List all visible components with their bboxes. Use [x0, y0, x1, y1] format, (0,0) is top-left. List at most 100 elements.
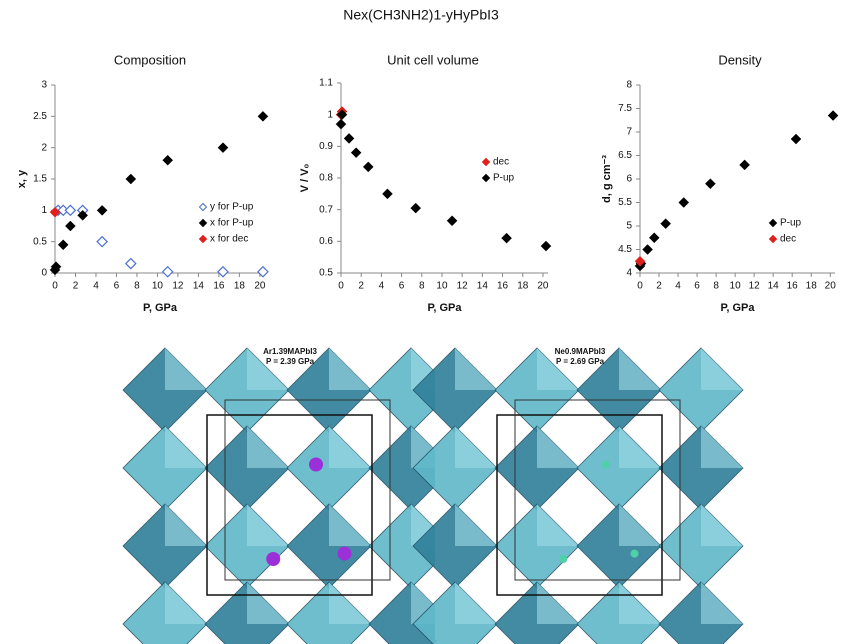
y-tick-label: 5.5 [618, 197, 632, 208]
data-point [411, 203, 421, 213]
data-point [163, 155, 173, 165]
legend-label: dec [780, 234, 796, 245]
data-point [447, 216, 457, 226]
data-point [336, 119, 346, 129]
atom [559, 555, 567, 563]
legend-marker [200, 220, 207, 227]
x-tick-label: 2 [656, 281, 662, 292]
x-tick-label: 2 [358, 281, 364, 292]
figure-title: Nex(CH3NH2)1-yHyPbI3 [343, 7, 499, 23]
x-tick-label: 18 [517, 281, 529, 292]
structure-pressure: P = 2.69 GPa [556, 357, 605, 366]
y-tick-label: 1.1 [319, 78, 333, 89]
chart-title: Unit cell volume [387, 52, 479, 67]
atom [631, 550, 639, 558]
data-point [58, 240, 68, 250]
legend-label: y for P-up [210, 202, 254, 213]
data-point [740, 160, 750, 170]
x-tick-label: 10 [436, 281, 448, 292]
y-tick-label: 1 [41, 205, 47, 216]
octahedron-face [619, 348, 661, 390]
data-point [126, 259, 136, 269]
data-point [344, 133, 354, 143]
x-tick-label: 0 [338, 281, 344, 292]
x-tick-label: 0 [637, 281, 643, 292]
x-tick-label: 10 [152, 281, 164, 292]
x-axis-label: P, GPa [427, 302, 462, 314]
structure-formula: Ne0.9MAPbI3 [555, 347, 606, 356]
x-tick-label: 12 [172, 281, 184, 292]
y-tick-label: 7 [626, 127, 632, 138]
data-point [65, 221, 75, 231]
data-point [351, 148, 361, 158]
x-axis-label: P, GPa [143, 302, 178, 314]
x-tick-label: 20 [537, 281, 549, 292]
y-axis-label: V / V₀ [299, 164, 311, 193]
y-axis-label: x, y [16, 169, 28, 188]
x-tick-label: 20 [254, 281, 266, 292]
y-tick-label: 5 [626, 221, 632, 232]
legend-label: x for dec [210, 234, 248, 245]
x-tick-label: 14 [768, 281, 780, 292]
x-tick-label: 0 [52, 281, 58, 292]
y-tick-label: 0.5 [319, 268, 333, 279]
octahedron-face [701, 504, 743, 546]
data-point [649, 233, 659, 243]
y-tick-label: 0.6 [319, 236, 333, 247]
y-tick-label: 7.5 [618, 103, 632, 114]
octahedron-face [701, 582, 743, 624]
atom [602, 461, 610, 469]
x-tick-label: 16 [497, 281, 509, 292]
x-tick-label: 18 [806, 281, 818, 292]
octahedron-face [329, 348, 371, 390]
x-tick-label: 4 [379, 281, 385, 292]
chart-title: Density [718, 52, 762, 67]
x-tick-label: 6 [114, 281, 120, 292]
legend-marker [770, 220, 777, 227]
data-point [502, 233, 512, 243]
x-tick-label: 12 [749, 281, 761, 292]
y-tick-label: 2 [41, 142, 47, 153]
x-tick-label: 6 [399, 281, 405, 292]
x-tick-label: 10 [730, 281, 742, 292]
legend-marker [483, 175, 490, 182]
data-point [218, 267, 228, 277]
structure-frame [145, 370, 430, 640]
y-tick-label: 0.7 [319, 204, 333, 215]
data-point [679, 198, 689, 208]
y-axis-label: d, g cm⁻³ [601, 155, 613, 203]
data-point [126, 174, 136, 184]
data-point [541, 241, 551, 251]
x-tick-label: 8 [713, 281, 719, 292]
data-point [661, 219, 671, 229]
legend-marker [770, 236, 777, 243]
atom [266, 552, 280, 566]
octahedron-face [701, 426, 743, 468]
data-point [97, 237, 107, 247]
structures [123, 348, 743, 644]
y-tick-label: 1.5 [33, 174, 47, 185]
figure: Nex(CH3NH2)1-yHyPbI3 Ar1.39MAPbI3 P = 2.… [0, 0, 842, 644]
x-tick-label: 8 [419, 281, 425, 292]
octahedron-face [701, 348, 743, 390]
x-tick-label: 12 [457, 281, 469, 292]
legend-marker [200, 236, 207, 243]
data-point [828, 111, 838, 121]
y-tick-label: 4.5 [618, 244, 632, 255]
y-tick-label: 0 [41, 268, 47, 279]
x-tick-label: 18 [234, 281, 246, 292]
data-point [258, 111, 268, 121]
x-tick-label: 2 [73, 281, 79, 292]
y-tick-label: 0.9 [319, 141, 333, 152]
x-tick-label: 8 [134, 281, 140, 292]
data-point [382, 189, 392, 199]
structure-frame [435, 370, 720, 640]
data-point [163, 267, 173, 277]
octahedron-face [455, 348, 497, 390]
x-tick-label: 16 [213, 281, 225, 292]
y-tick-label: 1 [327, 109, 333, 120]
legend-label: P-up [780, 218, 802, 229]
x-tick-label: 14 [477, 281, 489, 292]
chart-title: Composition [114, 52, 186, 67]
legend-label: P-up [493, 173, 515, 184]
